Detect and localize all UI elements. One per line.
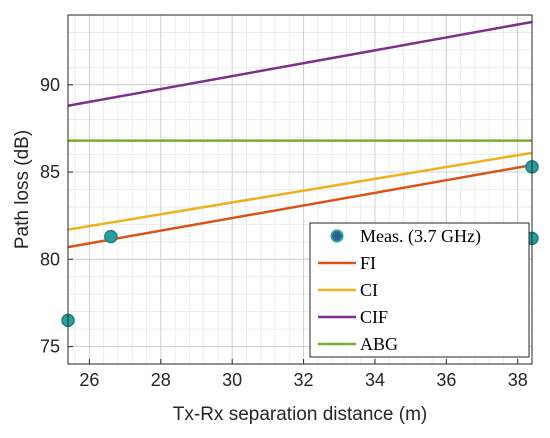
y-axis-label: Path loss (dB) — [12, 130, 33, 249]
legend-label-cif: CIF — [360, 307, 388, 327]
legend-marker-measurements — [330, 229, 344, 243]
x-tick-label-30: 30 — [222, 370, 242, 390]
legend-label-abg: ABG — [360, 334, 398, 354]
y-tick-label-85: 85 — [40, 162, 60, 182]
legend: Meas. (3.7 GHz) FI CI CIF ABG — [309, 222, 530, 358]
y-tick-label-80: 80 — [40, 249, 60, 269]
x-tick-label-32: 32 — [294, 370, 314, 390]
series-line-fi — [67, 163, 533, 249]
x-axis-label: Tx-Rx separation distance (m) — [173, 404, 427, 425]
y-tick-label-90: 90 — [40, 75, 60, 95]
plot-frame — [67, 14, 533, 365]
legend-label-ci: CI — [360, 280, 378, 300]
x-tick-label-34: 34 — [365, 370, 385, 390]
series-line-ci — [67, 151, 533, 231]
x-tick-label-36: 36 — [436, 370, 456, 390]
y-ticks: 75 80 85 90 — [40, 75, 73, 357]
series-line-cif — [67, 20, 533, 107]
y-tick-label-75: 75 — [40, 337, 60, 357]
x-tick-label-28: 28 — [151, 370, 171, 390]
x-ticks: 26 28 30 32 34 36 38 — [79, 359, 528, 390]
x-tick-label-26: 26 — [79, 370, 99, 390]
x-tick-label-38: 38 — [508, 370, 528, 390]
legend-label-fi: FI — [360, 253, 376, 273]
model-lines — [67, 20, 533, 249]
legend-label-measurements: Meas. (3.7 GHz) — [360, 226, 481, 247]
measurement-point-1 — [104, 229, 118, 244]
